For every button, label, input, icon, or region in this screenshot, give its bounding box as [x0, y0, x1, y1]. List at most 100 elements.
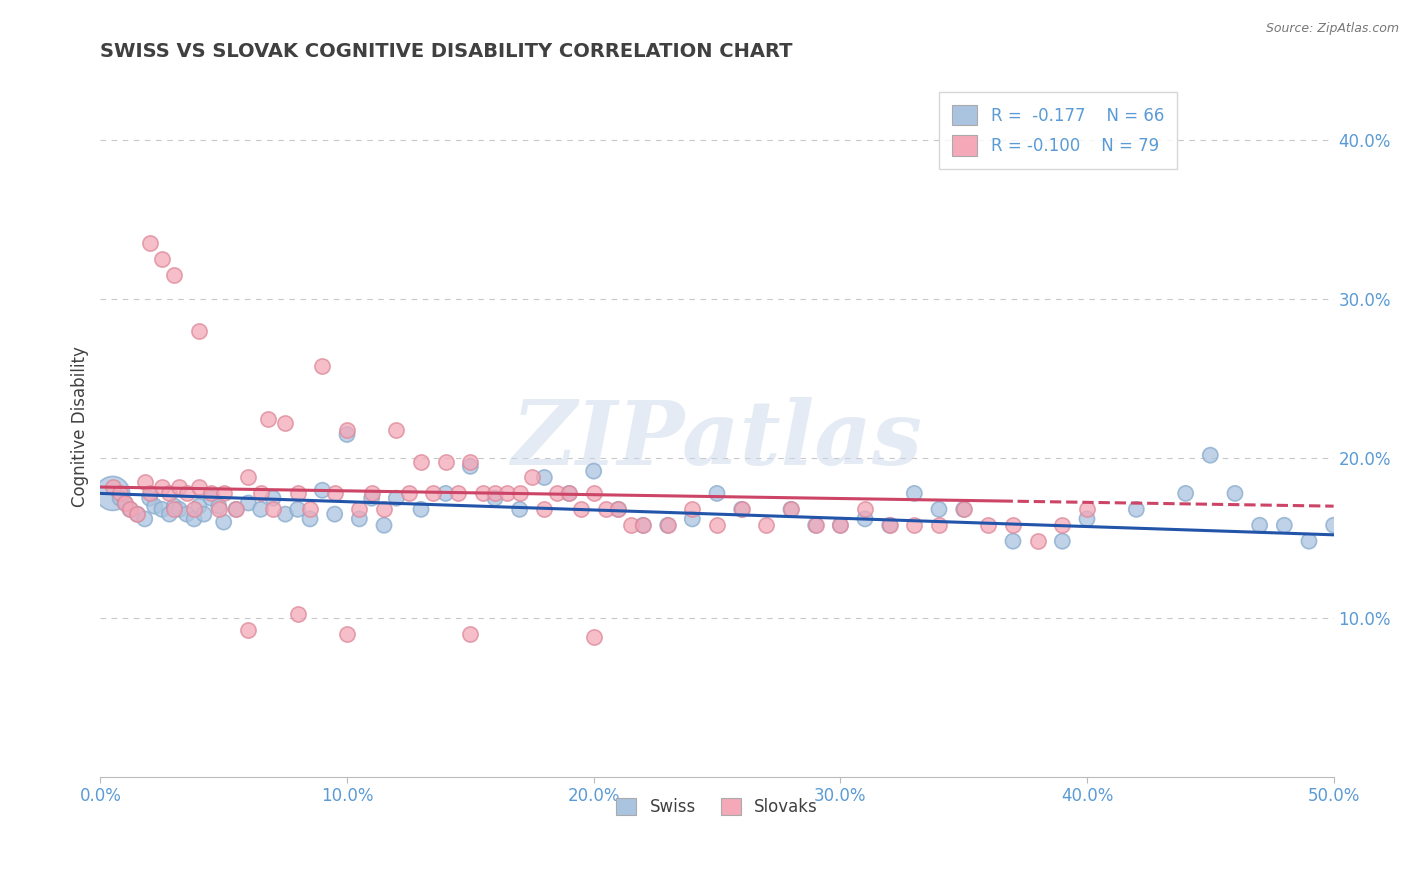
- Point: [108, 486, 131, 500]
- Point: [101, 486, 124, 500]
- Point: [188, 480, 211, 494]
- Point: [706, 518, 728, 533]
- Point: [780, 502, 803, 516]
- Point: [169, 502, 191, 516]
- Point: [434, 486, 457, 500]
- Point: [208, 502, 231, 516]
- Point: [249, 502, 271, 516]
- Point: [409, 502, 432, 516]
- Point: [460, 459, 482, 474]
- Point: [879, 518, 901, 533]
- Point: [830, 518, 852, 533]
- Point: [274, 417, 297, 431]
- Point: [903, 486, 925, 500]
- Point: [853, 512, 876, 526]
- Point: [1076, 512, 1098, 526]
- Point: [163, 499, 186, 513]
- Point: [238, 470, 260, 484]
- Point: [360, 491, 382, 506]
- Point: [298, 512, 321, 526]
- Point: [188, 499, 211, 513]
- Point: [607, 502, 630, 516]
- Point: [385, 423, 408, 437]
- Point: [200, 491, 222, 506]
- Point: [471, 486, 494, 500]
- Point: [1026, 534, 1049, 549]
- Point: [804, 518, 827, 533]
- Point: [127, 507, 149, 521]
- Point: [952, 502, 974, 516]
- Point: [928, 518, 950, 533]
- Point: [952, 502, 974, 516]
- Point: [183, 512, 205, 526]
- Point: [546, 486, 568, 500]
- Point: [212, 486, 235, 500]
- Point: [138, 486, 160, 500]
- Point: [323, 486, 346, 500]
- Point: [755, 518, 778, 533]
- Point: [127, 507, 149, 521]
- Point: [134, 475, 156, 490]
- Point: [143, 499, 166, 513]
- Point: [262, 502, 284, 516]
- Point: [1125, 502, 1147, 516]
- Point: [1174, 486, 1197, 500]
- Point: [287, 607, 309, 622]
- Point: [373, 502, 395, 516]
- Point: [188, 324, 211, 338]
- Point: [238, 624, 260, 638]
- Text: ZIPatlas: ZIPatlas: [512, 397, 922, 483]
- Point: [1272, 518, 1295, 533]
- Point: [1001, 534, 1024, 549]
- Point: [409, 454, 432, 468]
- Point: [928, 502, 950, 516]
- Point: [780, 502, 803, 516]
- Point: [1076, 502, 1098, 516]
- Point: [1298, 534, 1320, 549]
- Point: [657, 518, 679, 533]
- Point: [138, 236, 160, 251]
- Point: [118, 502, 141, 516]
- Point: [681, 502, 703, 516]
- Point: [225, 502, 247, 516]
- Point: [582, 630, 605, 644]
- Point: [1199, 448, 1222, 462]
- Point: [730, 502, 752, 516]
- Point: [349, 512, 371, 526]
- Point: [287, 502, 309, 516]
- Point: [1052, 518, 1074, 533]
- Point: [311, 483, 333, 498]
- Point: [903, 518, 925, 533]
- Point: [1223, 486, 1246, 500]
- Point: [200, 486, 222, 500]
- Point: [114, 496, 136, 510]
- Point: [150, 252, 173, 267]
- Point: [150, 480, 173, 494]
- Point: [558, 486, 581, 500]
- Legend: Swiss, Slovaks: Swiss, Slovaks: [607, 789, 827, 824]
- Point: [509, 486, 531, 500]
- Point: [257, 411, 280, 425]
- Point: [533, 470, 555, 484]
- Point: [460, 626, 482, 640]
- Point: [582, 486, 605, 500]
- Text: SWISS VS SLOVAK COGNITIVE DISABILITY CORRELATION CHART: SWISS VS SLOVAK COGNITIVE DISABILITY COR…: [100, 42, 793, 61]
- Point: [193, 507, 215, 521]
- Point: [336, 626, 359, 640]
- Point: [108, 491, 131, 506]
- Point: [460, 454, 482, 468]
- Point: [176, 486, 198, 500]
- Point: [183, 502, 205, 516]
- Point: [558, 486, 581, 500]
- Point: [336, 423, 359, 437]
- Point: [349, 502, 371, 516]
- Point: [157, 507, 180, 521]
- Point: [853, 502, 876, 516]
- Point: [249, 486, 271, 500]
- Point: [101, 480, 124, 494]
- Point: [163, 502, 186, 516]
- Point: [1001, 518, 1024, 533]
- Point: [422, 486, 444, 500]
- Point: [360, 486, 382, 500]
- Point: [336, 427, 359, 442]
